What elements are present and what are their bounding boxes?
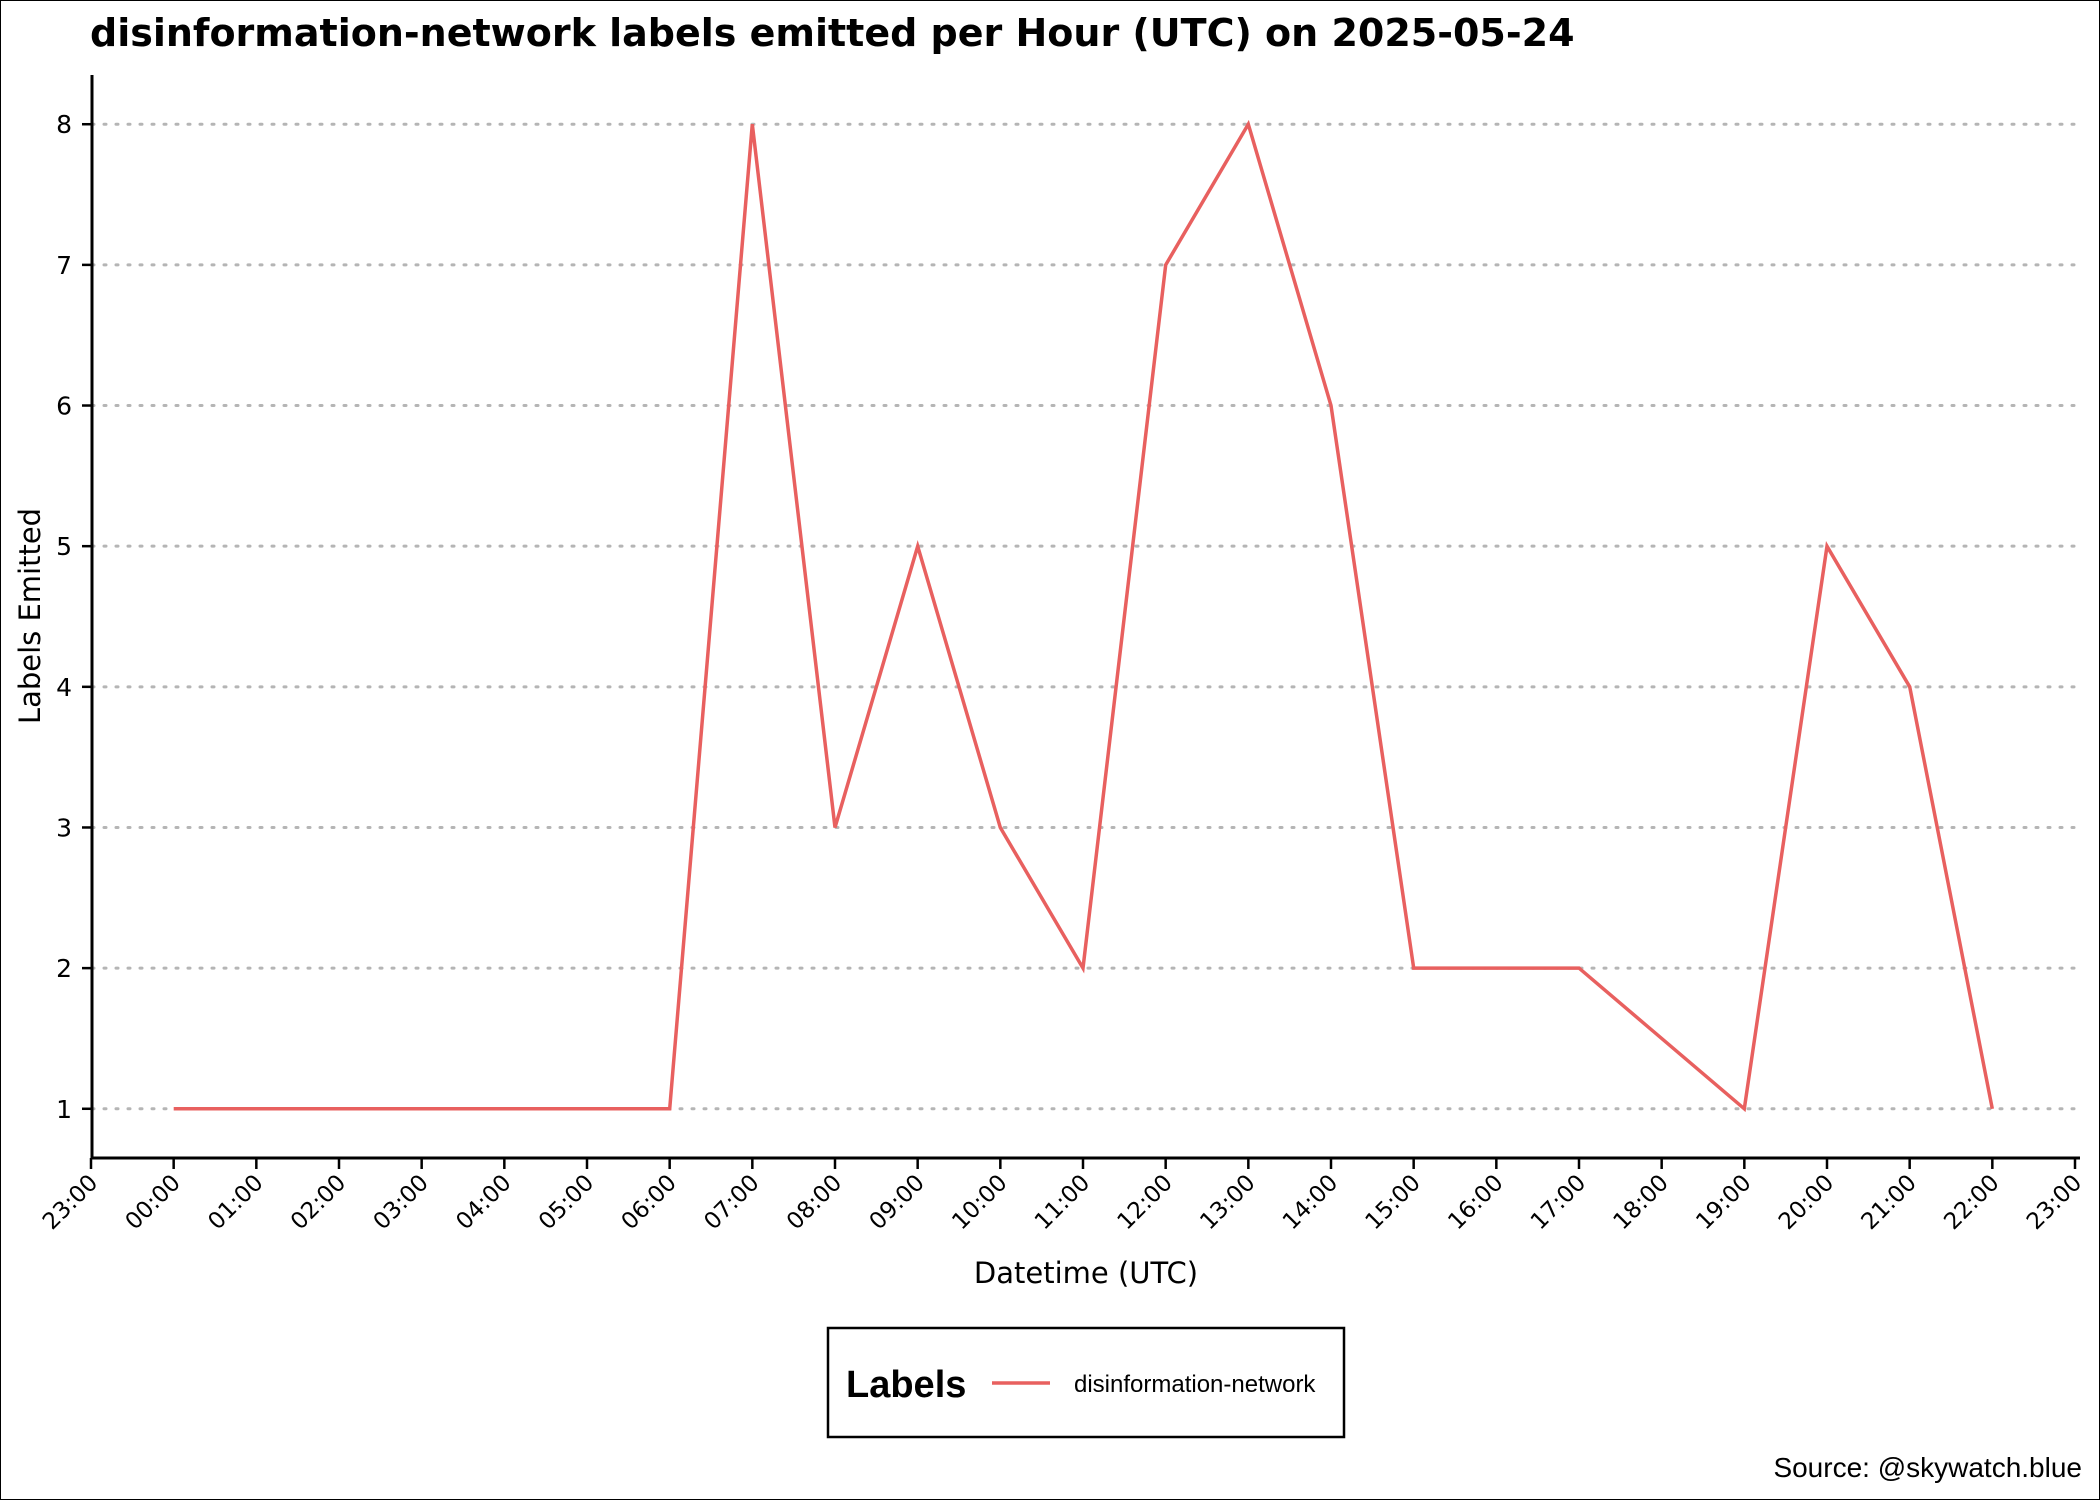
x-tick-label: 14:00 [1278, 1170, 1343, 1235]
y-axis-label: Labels Emitted [13, 508, 47, 724]
x-tick-label: 12:00 [1113, 1170, 1178, 1235]
grid-lines [90, 122, 2082, 1111]
legend-box [826, 1326, 1346, 1439]
x-tick-label: 13:00 [1195, 1170, 1260, 1235]
y-tick-label: 5 [56, 532, 72, 561]
legend-title: Labels [846, 1364, 966, 1406]
source-caption: Source: @skywatch.blue [1773, 1452, 2082, 1483]
x-tick-label: 07:00 [699, 1170, 764, 1235]
y-tick-label: 3 [56, 813, 72, 842]
x-tick-label: 21:00 [1857, 1170, 1922, 1235]
x-tick-label: 23:00 [2022, 1170, 2087, 1235]
x-tick-label: 03:00 [369, 1170, 434, 1235]
chart-title: disinformation-network labels emitted pe… [90, 11, 1575, 55]
x-tick-label: 11:00 [1030, 1170, 1095, 1235]
x-tick-label: 17:00 [1526, 1170, 1591, 1235]
series-layer [173, 119, 1995, 1113]
legend-entry-label: disinformation-network [1074, 1371, 1316, 1398]
x-tick-label: 16:00 [1443, 1170, 1508, 1235]
x-axis-label: Datetime (UTC) [974, 1256, 1198, 1290]
x-tick-label: 22:00 [1939, 1170, 2004, 1235]
y-tick-label: 8 [56, 110, 72, 139]
x-tick-label: 06:00 [617, 1170, 682, 1235]
y-tick-label: 6 [56, 392, 72, 421]
x-axis: 23:00 00:00 01:00 02:00 03:00 04:00 05:00 06:00… [38, 1156, 2087, 1235]
x-tick-label: 09:00 [865, 1170, 930, 1235]
x-tick-label: 05:00 [534, 1170, 599, 1235]
x-tick-label: 01:00 [203, 1170, 268, 1235]
x-tick-label: 19:00 [1691, 1170, 1756, 1235]
x-tick-label: 08:00 [782, 1170, 847, 1235]
x-tick-label: 20:00 [1774, 1170, 1839, 1235]
x-tick-label: 15:00 [1361, 1170, 1426, 1235]
x-tick-label: 00:00 [121, 1170, 186, 1235]
x-tick-label: 02:00 [286, 1170, 351, 1235]
y-tick-label: 1 [56, 1095, 72, 1124]
legend: Labels disinformation-network [826, 1326, 1346, 1439]
y-axis: 1 2 3 4 5 6 7 8 [56, 75, 94, 1158]
series-line-disinformation-network [173, 119, 1995, 1113]
y-tick-label: 4 [56, 673, 72, 702]
x-tick-label: 04:00 [451, 1170, 516, 1235]
y-tick-label: 2 [56, 954, 72, 983]
y-tick-label: 7 [56, 251, 72, 280]
x-tick-label: 18:00 [1609, 1170, 1674, 1235]
x-tick-label: 10:00 [947, 1170, 1012, 1235]
x-tick-label: 23:00 [38, 1170, 103, 1235]
